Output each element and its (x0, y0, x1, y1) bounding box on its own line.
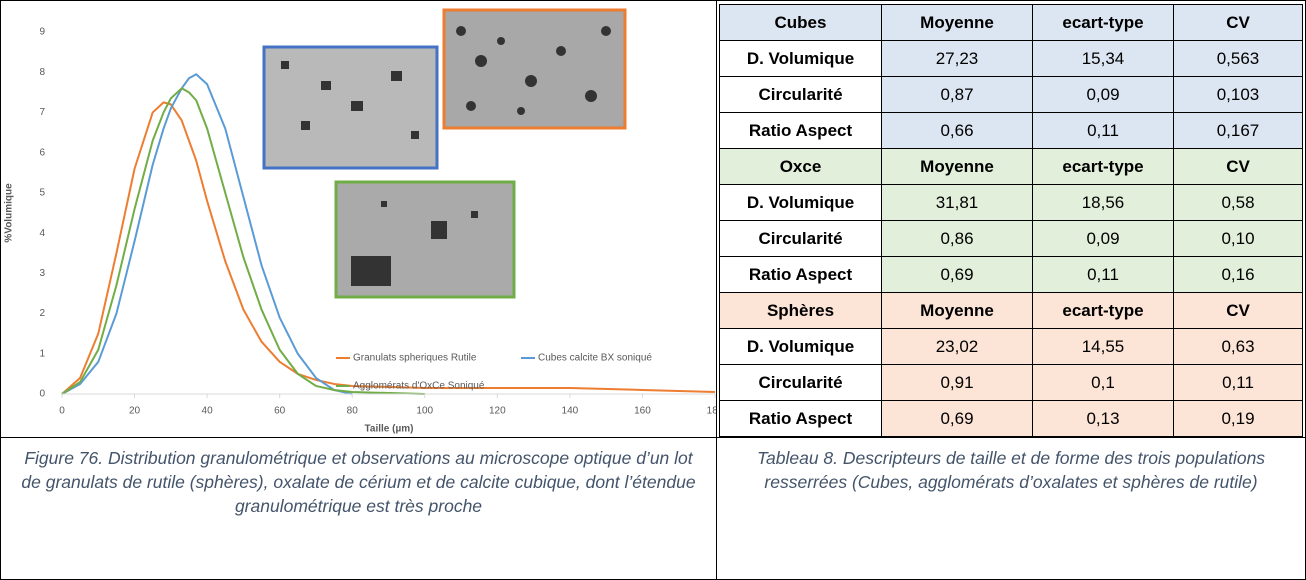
cell: 31,81 (881, 184, 1033, 221)
cell: Circularité (719, 76, 882, 113)
table-cell: Cubes Moyenne ecart-type CV D. Volumique 27,2… (716, 0, 1306, 438)
x-tick-label: 180 (707, 406, 716, 417)
x-tick-label: 120 (489, 406, 506, 417)
cell: Ratio Aspect (719, 256, 882, 293)
row: Circularité 0,87 0,09 0,103 (719, 76, 1303, 113)
y-tick-label: 4 (39, 228, 45, 239)
chart: 0 1 2 3 4 5 6 7 8 9 0 20 40 60 80 100 120 140 160 180 Taille… (4, 8, 716, 435)
cell: 27,23 (881, 40, 1033, 77)
y-tick-label: 5 (39, 188, 45, 199)
series-line (61, 87, 425, 395)
y-tick-label: 1 (39, 348, 45, 359)
cell: 0,66 (881, 112, 1033, 149)
cell: 0,1 (1032, 364, 1174, 401)
row: Ratio Aspect 0,69 0,11 0,16 (719, 256, 1303, 293)
cell: Ratio Aspect (719, 400, 882, 437)
row: D. Volumique 27,23 15,34 0,563 (719, 40, 1303, 77)
header-row: Sphères Moyenne ecart-type CV (719, 292, 1303, 329)
header-cell: Cubes (719, 4, 882, 41)
figure-cell: 0 1 2 3 4 5 6 7 8 9 0 20 40 60 80 100 120 140 160 180 Taille… (0, 0, 717, 438)
cell: 18,56 (1032, 184, 1174, 221)
cell: Circularité (719, 220, 882, 257)
cell: D. Volumique (719, 40, 882, 77)
y-axis-label: %Volumique (4, 183, 15, 243)
x-tick-label: 140 (562, 406, 579, 417)
cell: 0,11 (1032, 256, 1174, 293)
row: D. Volumique 23,02 14,55 0,63 (719, 328, 1303, 365)
y-tick-label: 7 (39, 107, 45, 118)
y-tick-label: 6 (39, 147, 45, 158)
cell: 0,13 (1032, 400, 1174, 437)
cell: D. Volumique (719, 328, 882, 365)
x-tick-label: 20 (129, 406, 141, 417)
cell: Circularité (719, 364, 882, 401)
cell: 0,09 (1032, 220, 1174, 257)
cell: 0,09 (1032, 76, 1174, 113)
cell: 0,69 (881, 256, 1033, 293)
cell: 0,103 (1173, 76, 1303, 113)
header-cell: CV (1173, 4, 1303, 41)
cell: 0,58 (1173, 184, 1303, 221)
legend-label: Agglomérats d'OxCe Soniqué (353, 381, 485, 392)
cell: D. Volumique (719, 184, 882, 221)
cell: 0,11 (1032, 112, 1174, 149)
header-cell: ecart-type (1032, 4, 1174, 41)
row: Ratio Aspect 0,66 0,11 0,167 (719, 112, 1303, 149)
header-row: Oxce Moyenne ecart-type CV (719, 148, 1303, 185)
descriptor-table: Cubes Moyenne ecart-type CV D. Volumique 27,2… (719, 4, 1303, 437)
cell: 0,16 (1173, 256, 1303, 293)
row: D. Volumique 31,81 18,56 0,58 (719, 184, 1303, 221)
header-cell: Oxce (719, 148, 882, 185)
cell: 0,91 (881, 364, 1033, 401)
figure-caption: Figure 76. Distribution granulométrique … (0, 437, 717, 580)
x-tick-label: 100 (416, 406, 433, 417)
header-cell: Moyenne (881, 292, 1033, 329)
header-cell: Moyenne (881, 148, 1033, 185)
cell: 0,167 (1173, 112, 1303, 149)
header-cell: CV (1173, 148, 1303, 185)
cell: 0,11 (1173, 364, 1303, 401)
header-cell: Moyenne (881, 4, 1033, 41)
x-tick-label: 160 (634, 406, 651, 417)
cell: 0,10 (1173, 220, 1303, 257)
header-cell: ecart-type (1032, 292, 1174, 329)
header-cell: Sphères (719, 292, 882, 329)
x-tick-label: 0 (59, 406, 65, 417)
x-axis-label: Taille (µm) (365, 424, 414, 435)
cell: Ratio Aspect (719, 112, 882, 149)
header-cell: CV (1173, 292, 1303, 329)
legend-label: Cubes calcite BX soniqué (538, 353, 652, 364)
cell: 0,19 (1173, 400, 1303, 437)
y-tick-label: 2 (39, 308, 45, 319)
cell: 0,87 (881, 76, 1033, 113)
cell: 14,55 (1032, 328, 1174, 365)
cell: 15,34 (1032, 40, 1174, 77)
table-caption: Tableau 8. Descripteurs de taille et de … (716, 437, 1306, 580)
series-line (61, 73, 353, 395)
x-tick-label: 40 (202, 406, 214, 417)
header-row: Cubes Moyenne ecart-type CV (719, 4, 1303, 41)
y-tick-label: 8 (39, 67, 45, 78)
microscope-images (262, 8, 627, 299)
legend-label: Granulats spheriques Rutile (353, 353, 477, 364)
x-tick-label: 80 (347, 406, 359, 417)
cell: 23,02 (881, 328, 1033, 365)
header-cell: ecart-type (1032, 148, 1174, 185)
particles (281, 26, 611, 286)
y-tick-label: 9 (39, 27, 45, 38)
row: Circularité 0,86 0,09 0,10 (719, 220, 1303, 257)
cell: 0,63 (1173, 328, 1303, 365)
row: Circularité 0,91 0,1 0,11 (719, 364, 1303, 401)
cell: 0,69 (881, 400, 1033, 437)
x-tick-label: 60 (274, 406, 286, 417)
cell: 0,563 (1173, 40, 1303, 77)
y-tick-label: 0 (39, 389, 45, 400)
cell: 0,86 (881, 220, 1033, 257)
image-cubes (262, 45, 439, 170)
series-line (61, 101, 716, 395)
row: Ratio Aspect 0,69 0,13 0,19 (719, 400, 1303, 437)
y-tick-label: 3 (39, 268, 45, 279)
